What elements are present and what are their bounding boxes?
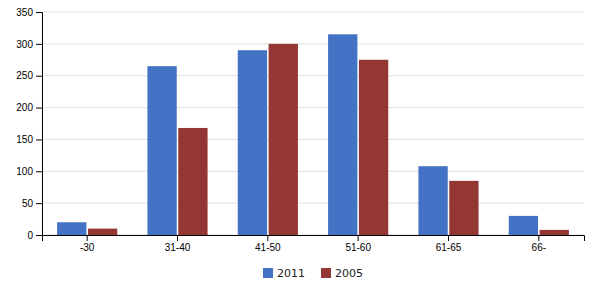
y-tick-mark (36, 171, 42, 172)
y-tick-label: 200 (16, 102, 33, 113)
grid-line (42, 139, 584, 140)
y-tick-mark (36, 44, 42, 45)
bar (449, 181, 478, 235)
x-axis-line (43, 236, 585, 242)
x-tick: 31-40 (165, 235, 191, 253)
chart: 0 50 100 150 200 250 300 350 -30 31-40 41-50 51-60 6… (0, 0, 599, 287)
y-tick-mark (36, 108, 42, 109)
legend: 2011 2005 (263, 267, 363, 280)
legend-label: 2011 (277, 267, 305, 280)
x-tick-label: 51-60 (345, 242, 371, 253)
x-tick-mark (538, 235, 539, 241)
bar (147, 66, 176, 235)
y-tick-label: 0 (27, 230, 33, 241)
bar-series (88, 44, 569, 235)
y-tick-mark (36, 139, 42, 140)
y-tick-label: 50 (22, 198, 34, 209)
y-tick: 300 (16, 39, 42, 50)
grid-line (42, 107, 584, 108)
bar (418, 166, 447, 235)
bar (88, 229, 117, 235)
x-tick-mark (177, 235, 178, 241)
y-axis-line (36, 13, 43, 236)
x-tick-label: 61-65 (436, 242, 462, 253)
y-tick: 100 (16, 166, 42, 177)
x-tick-label: 66- (532, 242, 546, 253)
grid-line (42, 75, 584, 76)
y-tick: 350 (16, 7, 42, 18)
legend-swatch (263, 268, 273, 278)
bar-series (57, 34, 538, 235)
y-tick: 150 (16, 134, 42, 145)
y-tick-label: 150 (16, 134, 33, 145)
legend-item: 2011 (263, 267, 305, 280)
legend-swatch (321, 268, 331, 278)
x-tick-mark (267, 235, 268, 241)
y-tick-mark (36, 203, 42, 204)
bar (57, 222, 86, 235)
plot: 0 50 100 150 200 250 300 350 -30 31-40 41-50 51-60 6… (16, 7, 584, 253)
bar (540, 230, 569, 235)
y-tick: 250 (16, 70, 42, 81)
bars (57, 34, 569, 235)
x-tick: 41-50 (255, 235, 281, 253)
grid-line (42, 203, 584, 204)
grid-line (42, 12, 584, 13)
grid-line (42, 43, 584, 44)
bar (178, 128, 207, 235)
bar (359, 60, 388, 235)
y-tick: 0 (27, 230, 42, 241)
legend-item: 2005 (321, 267, 363, 280)
bar (269, 44, 298, 235)
y-tick: 50 (22, 198, 42, 209)
bar (238, 50, 267, 235)
x-tick-mark (87, 235, 88, 241)
y-tick-label: 100 (16, 166, 33, 177)
x-tick: 61-65 (436, 235, 462, 253)
x-tick-label: -30 (80, 242, 95, 253)
x-axis: -30 31-40 41-50 51-60 61-65 66- (43, 235, 585, 253)
y-axis: 0 50 100 150 200 250 300 350 (16, 7, 42, 241)
x-tick: 66- (532, 235, 546, 253)
x-tick-mark (448, 235, 449, 241)
y-tick-label: 300 (16, 39, 33, 50)
y-tick-mark (36, 235, 42, 236)
grid (42, 12, 584, 235)
x-tick-label: 31-40 (165, 242, 191, 253)
y-tick-label: 250 (16, 70, 33, 81)
x-tick: -30 (80, 235, 95, 253)
legend-label: 2005 (335, 267, 363, 280)
grid-line (42, 171, 584, 172)
y-tick-mark (36, 12, 42, 13)
x-tick-label: 41-50 (255, 242, 281, 253)
x-tick: 51-60 (345, 235, 371, 253)
y-tick: 200 (16, 102, 42, 113)
bar (328, 34, 357, 235)
y-tick-label: 350 (16, 7, 33, 18)
x-tick-mark (358, 235, 359, 241)
bar (509, 216, 538, 235)
y-tick-mark (36, 76, 42, 77)
